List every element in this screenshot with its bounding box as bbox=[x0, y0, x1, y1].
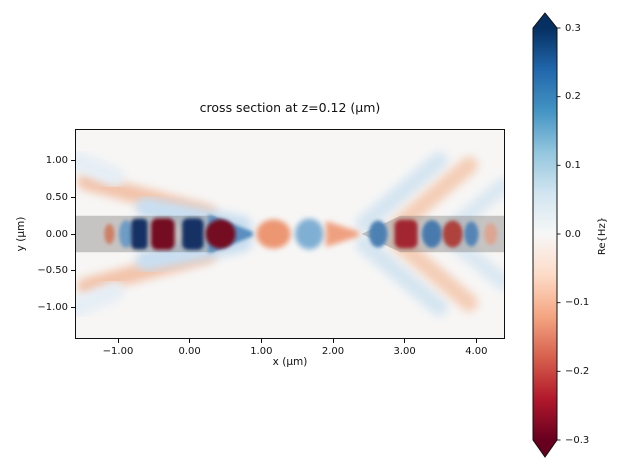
colorbar-tick-label: 0.1 bbox=[565, 159, 581, 171]
y-tick-label: 1.00 bbox=[45, 155, 68, 167]
colorbar-label: Re{Hz} bbox=[597, 216, 608, 256]
radiation-band bbox=[75, 280, 125, 318]
radiation-band bbox=[355, 152, 448, 233]
plot-title: cross section at z=0.12 (μm) bbox=[199, 100, 381, 115]
field-lobe bbox=[119, 220, 134, 248]
x-tick-label: 2.00 bbox=[321, 346, 345, 357]
field-lobe bbox=[325, 220, 359, 248]
x-tick-label: 3.00 bbox=[393, 346, 416, 357]
radiation-band bbox=[441, 229, 505, 292]
colorbar-tick-label: −0.1 bbox=[565, 297, 590, 309]
colorbar-tick-label: 0.0 bbox=[565, 228, 581, 240]
axes-border bbox=[75, 129, 505, 339]
field-lobe bbox=[421, 220, 442, 248]
heatmap-plot-area bbox=[75, 129, 505, 339]
field-lobe bbox=[104, 223, 115, 245]
tick-mark bbox=[404, 339, 406, 343]
field-lobe bbox=[182, 218, 204, 250]
tick-mark bbox=[260, 339, 262, 343]
tick-mark bbox=[71, 160, 75, 162]
x-tick-label: 1.00 bbox=[250, 346, 273, 357]
field-lobe bbox=[442, 220, 463, 248]
colorbar-tick-label: 0.2 bbox=[565, 91, 581, 103]
tick-mark bbox=[475, 339, 477, 343]
tick-mark bbox=[117, 339, 119, 343]
x-axis-label: x (μm) bbox=[272, 356, 308, 368]
colorbar-tick-label: −0.2 bbox=[565, 365, 590, 377]
colorbar-under-arrow bbox=[533, 440, 557, 457]
field-lobe bbox=[394, 219, 418, 249]
colorbar-tick-label: −0.3 bbox=[565, 434, 590, 446]
y-tick-label: −1.00 bbox=[37, 301, 68, 313]
y-tick-label: 0.50 bbox=[45, 191, 68, 203]
tick-mark bbox=[71, 233, 75, 235]
field-lobe bbox=[131, 218, 148, 250]
colorbar-tick-label: 0.3 bbox=[565, 22, 581, 34]
field-lobe bbox=[256, 219, 291, 249]
tick-mark bbox=[71, 196, 75, 198]
tick-mark bbox=[71, 306, 75, 308]
y-axis-label: y (μm) bbox=[15, 216, 27, 252]
colorbar bbox=[532, 12, 561, 458]
tick-mark bbox=[332, 339, 334, 343]
field-lobe bbox=[368, 220, 388, 248]
radiation-band bbox=[75, 150, 125, 188]
field-lobe bbox=[150, 218, 175, 250]
y-tick-label: 0.00 bbox=[45, 228, 68, 240]
x-tick-label: 4.00 bbox=[465, 346, 488, 357]
tick-mark bbox=[189, 339, 191, 343]
radiation-band bbox=[441, 176, 505, 239]
field-lobe bbox=[484, 223, 498, 245]
field-lobe bbox=[464, 221, 479, 247]
colorbar-gradient bbox=[533, 28, 557, 440]
radiation-band bbox=[390, 233, 478, 312]
y-tick-label: −0.50 bbox=[37, 265, 68, 277]
x-tick-label: 0.00 bbox=[178, 346, 201, 357]
radiation-band bbox=[390, 156, 478, 235]
radiation-band bbox=[355, 235, 448, 316]
colorbar-over-arrow bbox=[533, 13, 557, 28]
field-lobe bbox=[205, 219, 236, 249]
x-tick-label: −1.00 bbox=[102, 346, 134, 357]
tick-mark bbox=[71, 270, 75, 272]
field-lobe bbox=[295, 218, 324, 250]
